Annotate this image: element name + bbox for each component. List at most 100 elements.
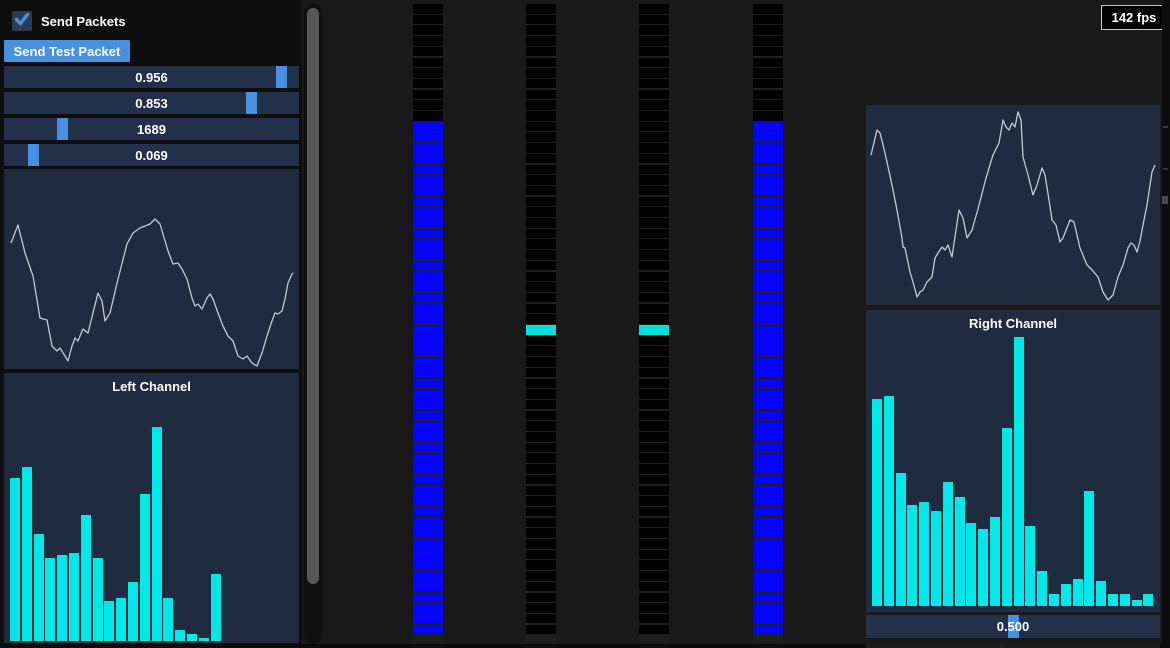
led-segment-off	[753, 89, 783, 100]
led-segment-off	[526, 292, 556, 303]
led-segment-off	[413, 36, 443, 46]
led-segment-on	[753, 474, 783, 485]
slider-3[interactable]: 0.069	[4, 144, 299, 166]
led-segment-on	[753, 453, 783, 463]
led-segment-on	[753, 485, 783, 496]
led-segment-on	[413, 539, 443, 549]
led-segment-off	[526, 196, 556, 207]
slider-handle[interactable]	[246, 92, 258, 114]
led-segment-on	[413, 143, 443, 153]
right-channel-chart: Right Channel	[866, 310, 1160, 612]
led-segment-off	[639, 581, 669, 592]
led-segment-off	[639, 592, 669, 603]
spectrum-bar	[883, 395, 894, 606]
left-channel-bars	[10, 373, 299, 643]
led-segment-off	[639, 421, 669, 431]
led-segment-off	[413, 78, 443, 89]
led-meter-column	[753, 4, 783, 642]
led-meter-column	[526, 4, 556, 642]
led-segment-off	[639, 228, 669, 239]
led-segment-on	[753, 528, 783, 538]
led-segment-off	[526, 260, 556, 271]
led-segment-off	[526, 389, 556, 399]
led-segment-off	[526, 111, 556, 121]
led-segment-on	[413, 378, 443, 389]
left-control-panel: Send Packets Send Test Packet 0.956 0.85…	[0, 0, 302, 648]
spectrum-bar	[33, 533, 44, 641]
right-slider[interactable]: 0.500	[866, 615, 1160, 638]
led-segment-on	[413, 218, 443, 228]
led-segment-on	[413, 357, 443, 367]
slider-value: 0.500	[996, 619, 1030, 634]
led-segment-off	[639, 153, 669, 164]
led-segment-off	[639, 464, 669, 474]
led-segment-off	[639, 432, 669, 442]
led-segment-off	[526, 506, 556, 517]
led-segment-off	[526, 218, 556, 228]
spectrum-bar	[187, 634, 197, 641]
led-segment-on	[413, 260, 443, 271]
led-segment-on	[413, 314, 443, 324]
led-segment-off	[753, 46, 783, 57]
led-segment-off	[639, 528, 669, 538]
led-segment-off	[413, 100, 443, 110]
slider-handle[interactable]	[57, 118, 69, 140]
send-packets-checkbox[interactable]	[12, 11, 32, 31]
led-segment-off	[526, 399, 556, 410]
led-segment-on	[413, 153, 443, 164]
led-segment-on	[413, 517, 443, 528]
spectrum-bar	[895, 472, 906, 606]
led-segment-on	[753, 143, 783, 153]
led-segment-on	[753, 549, 783, 560]
led-segment-on	[753, 335, 783, 346]
led-segment-on	[753, 603, 783, 613]
led-segment-on	[413, 346, 443, 356]
led-segment-on	[753, 378, 783, 389]
led-segment-off	[413, 68, 443, 78]
led-segment-on	[753, 624, 783, 635]
led-segment-off	[526, 421, 556, 431]
led-segment-on	[413, 325, 443, 335]
spectrum-bar	[57, 555, 68, 641]
spectrum-bar	[1108, 594, 1118, 606]
clipped-right-panel-strip	[1162, 0, 1170, 648]
led-segment-off	[639, 218, 669, 228]
led-segment-off	[639, 613, 669, 624]
slider-1[interactable]: 0.853	[4, 92, 299, 114]
led-segment-on	[413, 367, 443, 378]
slider-handle[interactable]	[28, 144, 40, 166]
led-segment-on	[413, 196, 443, 207]
led-segment-on	[413, 207, 443, 217]
slider-2[interactable]: 1689	[4, 118, 299, 140]
led-segment-on	[413, 528, 443, 538]
led-segment-on	[413, 624, 443, 635]
led-segment-on	[639, 325, 669, 335]
spectrum-bar	[942, 481, 953, 606]
spectrum-bar	[919, 502, 930, 606]
led-segment-off	[639, 367, 669, 378]
spectrum-bar	[954, 496, 965, 606]
led-segment-off	[639, 185, 669, 196]
slider-0[interactable]: 0.956	[4, 66, 299, 88]
led-segment-on	[413, 399, 443, 410]
led-segment-off	[526, 36, 556, 46]
led-segment-off	[526, 453, 556, 463]
spectrum-bar	[69, 552, 79, 641]
vertical-scrollbar-thumb[interactable]	[307, 8, 319, 584]
led-segment-off	[639, 357, 669, 367]
slider-value: 0.956	[135, 69, 168, 85]
led-segment-off	[526, 581, 556, 592]
send-test-packet-button[interactable]: Send Test Packet	[4, 40, 130, 62]
slider-handle[interactable]	[275, 66, 287, 88]
led-segment-off	[526, 228, 556, 239]
led-segment-off	[526, 560, 556, 570]
led-segment-off	[639, 132, 669, 142]
led-segment-off	[639, 485, 669, 496]
slider-value: 0.853	[135, 95, 168, 111]
led-segment-on	[753, 121, 783, 132]
led-segment-on	[753, 442, 783, 453]
led-segment-on	[753, 228, 783, 239]
led-segment-on	[413, 271, 443, 282]
slider-handle[interactable]	[1007, 615, 1019, 638]
led-segment-off	[526, 100, 556, 110]
